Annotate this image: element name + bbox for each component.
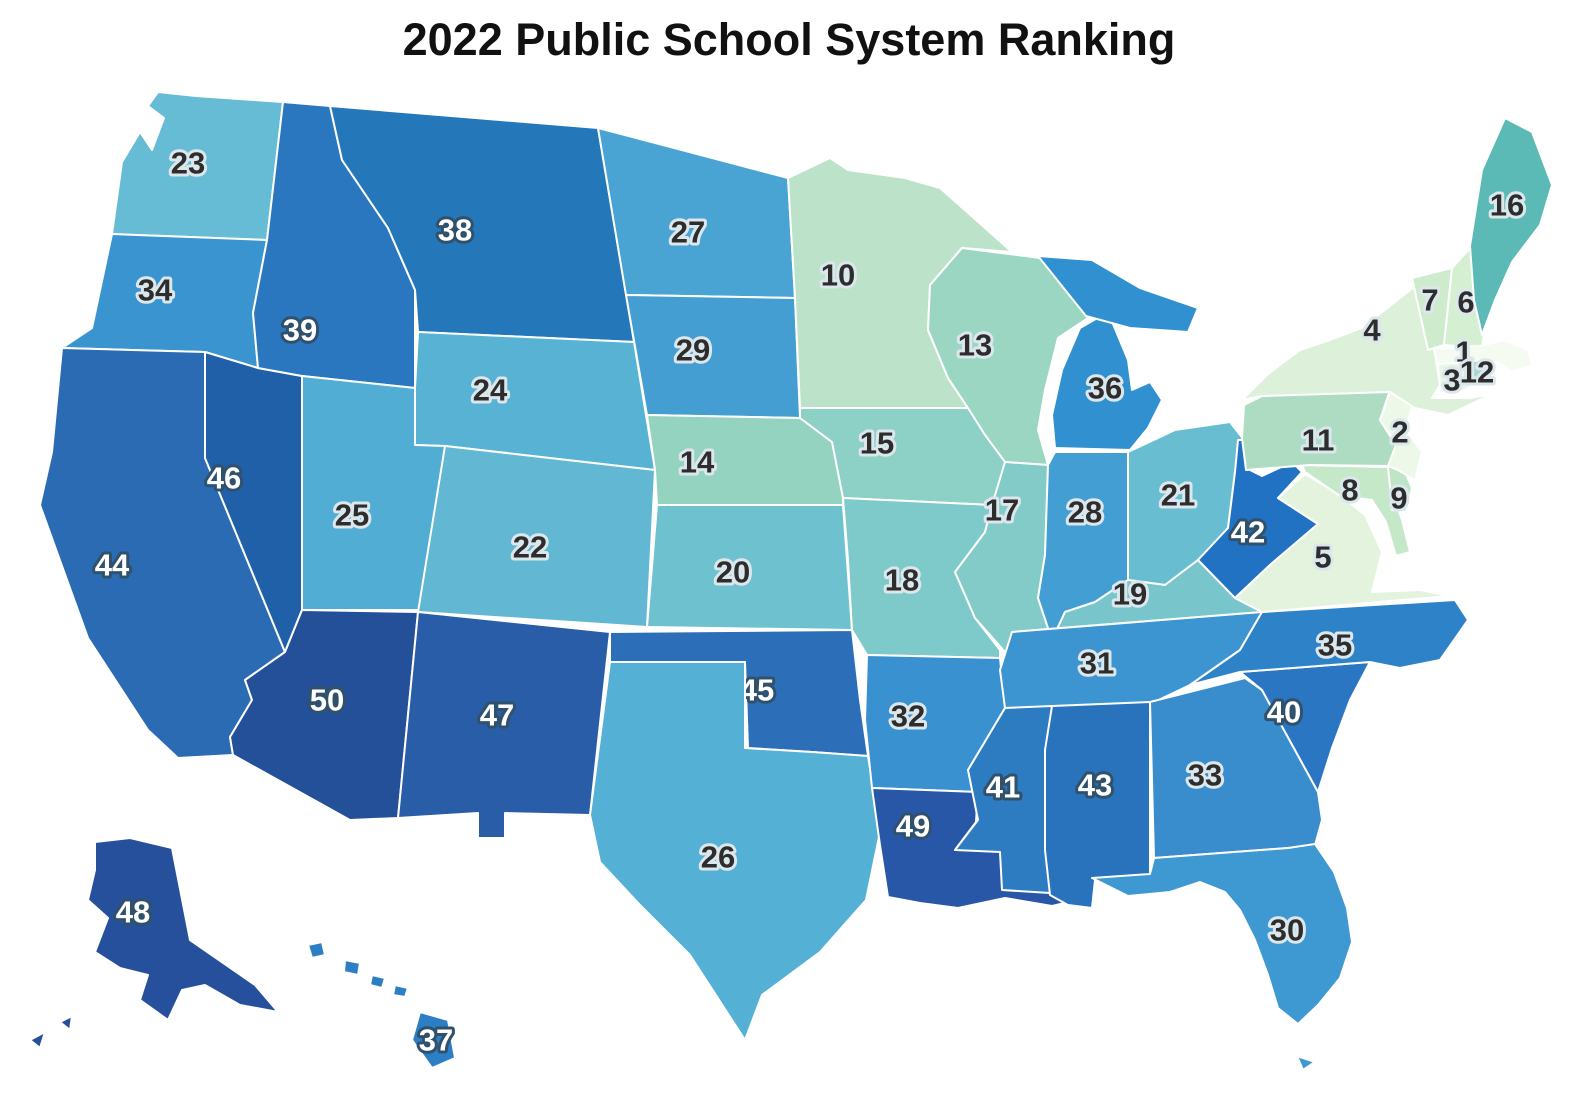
state-AK[interactable] <box>59 1015 73 1031</box>
state-TX[interactable] <box>589 661 881 1041</box>
state-HI[interactable] <box>392 984 409 998</box>
state-AL[interactable] <box>1044 701 1151 909</box>
state-MI[interactable] <box>1037 255 1199 333</box>
state-NJ[interactable] <box>1379 391 1423 481</box>
state-RI[interactable] <box>1467 359 1487 387</box>
state-NM[interactable] <box>397 611 611 839</box>
state-SD[interactable] <box>625 294 801 419</box>
state-ME[interactable] <box>1469 117 1553 336</box>
state-KS[interactable] <box>646 504 853 631</box>
state-NC[interactable] <box>1189 599 1469 686</box>
state-CT[interactable] <box>1437 361 1473 396</box>
chart-title: 2022 Public School System Ranking <box>402 14 1176 65</box>
state-WA[interactable] <box>111 91 284 241</box>
state-AK[interactable] <box>87 837 279 1021</box>
state-ND[interactable] <box>597 127 796 299</box>
state-MI[interactable] <box>1051 311 1163 451</box>
state-HI[interactable] <box>411 1011 456 1069</box>
state-AK[interactable] <box>29 1031 46 1049</box>
state-FL[interactable] <box>1296 1055 1316 1071</box>
state-FL[interactable] <box>1091 843 1353 1025</box>
state-PA[interactable] <box>1241 389 1397 471</box>
state-HI[interactable] <box>369 974 386 989</box>
state-HI[interactable] <box>343 959 361 976</box>
state-HI[interactable] <box>307 941 326 959</box>
state-CO[interactable] <box>417 445 656 628</box>
